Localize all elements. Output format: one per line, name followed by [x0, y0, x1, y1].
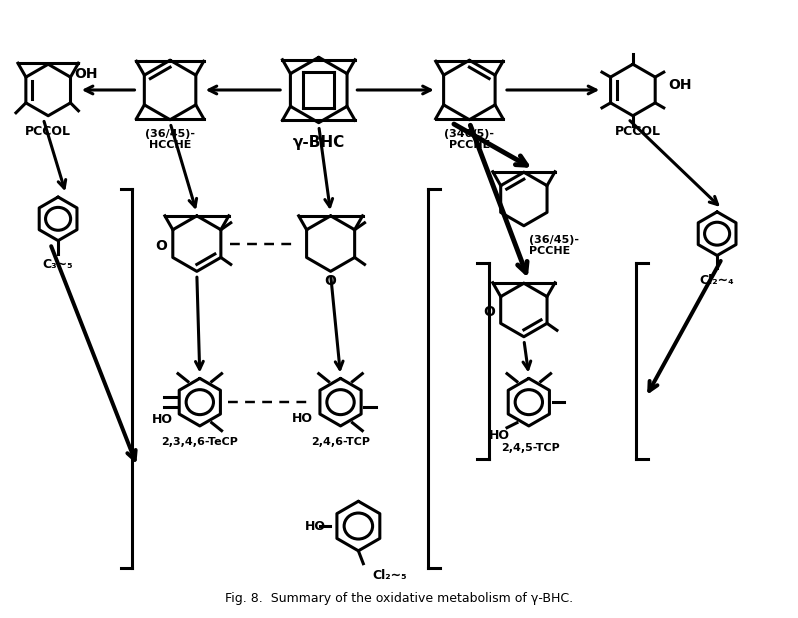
Text: HO: HO [488, 430, 510, 442]
Text: HO: HO [306, 520, 326, 533]
Text: O: O [325, 274, 337, 288]
Text: Cl₂∼₄: Cl₂∼₄ [700, 274, 734, 287]
Text: Fig. 8.  Summary of the oxidative metabolism of γ-BHC.: Fig. 8. Summary of the oxidative metabol… [225, 592, 573, 605]
Text: O: O [484, 305, 495, 319]
Text: (36/45)-
HCCHE: (36/45)- HCCHE [145, 129, 195, 150]
Text: Cl₂∼₅: Cl₂∼₅ [372, 569, 407, 582]
Text: OH: OH [669, 78, 692, 92]
Text: (36/45)-
PCCHE: (36/45)- PCCHE [529, 235, 579, 256]
Text: γ-BHC: γ-BHC [293, 135, 345, 150]
Text: OH: OH [74, 67, 98, 81]
Text: PCCOL: PCCOL [26, 125, 71, 138]
Text: 2,3,4,6-TeCP: 2,3,4,6-TeCP [161, 437, 239, 447]
Text: O: O [156, 239, 167, 253]
Text: HO: HO [152, 413, 172, 426]
Text: C₃∼₅: C₃∼₅ [43, 258, 73, 271]
Text: (346/5)-
PCCHE: (346/5)- PCCHE [444, 129, 495, 150]
Text: HO: HO [292, 412, 314, 425]
Text: 2,4,5-TCP: 2,4,5-TCP [501, 442, 560, 453]
Text: PCCOL: PCCOL [614, 125, 661, 138]
Text: 2,4,6-TCP: 2,4,6-TCP [311, 437, 370, 447]
